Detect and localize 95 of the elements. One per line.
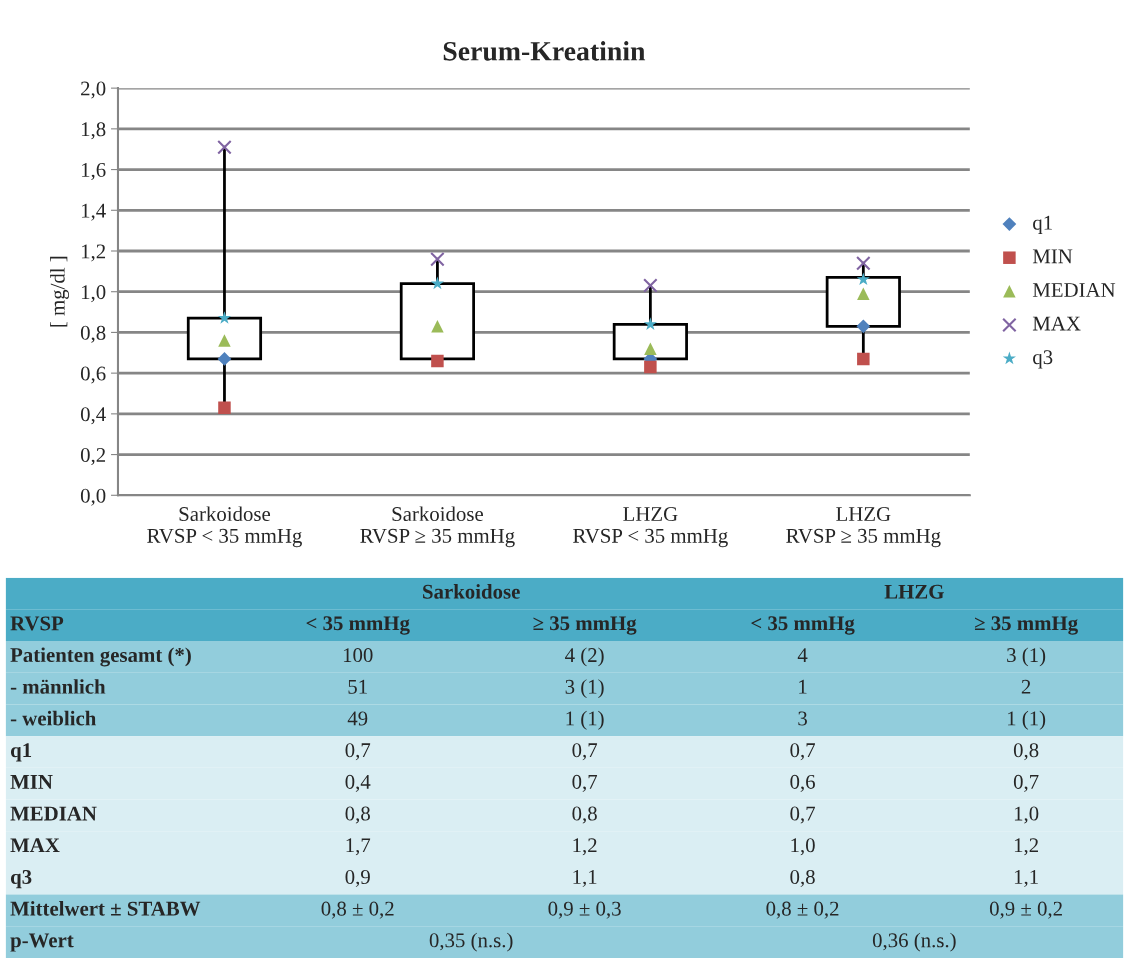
category-label: q1 — [10, 743, 32, 762]
x-tick-label: LHZG RVSP ≥ 35 mmHg — [786, 507, 941, 548]
y-tick-label: 0,8 — [80, 325, 106, 343]
y-tick-label: 0,6 — [80, 366, 106, 384]
text: 0,7 — [1013, 774, 1039, 792]
text: 3 — [798, 711, 807, 726]
legend-label: q1 — [1033, 215, 1052, 235]
point — [857, 287, 870, 300]
point — [218, 334, 231, 347]
point — [644, 342, 657, 355]
category-label: Patienten gesamt (*) — [10, 647, 191, 667]
y-tick-label: 0,2 — [80, 447, 106, 465]
category-label: - männlich — [10, 679, 106, 694]
category-label: MIN — [10, 775, 53, 789]
y-tick-label: 0,0 — [80, 488, 106, 506]
x-tick-label: LHZG RVSP < 35 mmHg — [573, 507, 728, 548]
y-tick-label: 0,4 — [80, 407, 106, 425]
y-tick-label: 1,8 — [81, 122, 106, 140]
legend-label: MEDIAN — [1032, 283, 1116, 297]
point — [644, 360, 657, 374]
category-label: p-Wert — [10, 933, 74, 952]
text: 1,1 — [1014, 870, 1038, 887]
legend-label: MIN — [1032, 249, 1073, 264]
text: 3 (1) — [1007, 647, 1046, 667]
text: 0,8 — [790, 869, 815, 887]
point — [643, 278, 658, 293]
text: 1 (1) — [1007, 710, 1046, 730]
x-tick-label: Sarkoidose RVSP ≥ 35 mmHg — [360, 506, 515, 548]
text: 0,36 (n.s.) — [872, 932, 956, 952]
y-tick-label: 1,4 — [81, 203, 106, 221]
text: LHZG — [884, 584, 944, 599]
y-tick-label: 1,2 — [81, 244, 106, 262]
text: 100 — [343, 648, 373, 663]
text: Sarkoidose — [423, 584, 520, 599]
category-label: RVSP — [10, 616, 64, 631]
y-tick-label: 2,0 — [81, 81, 106, 99]
point — [643, 317, 657, 330]
text: 1,0 — [791, 838, 815, 856]
text: 0,7 — [790, 806, 815, 824]
text: 0,8 — [345, 806, 370, 824]
text: 0,8 ± 0,2 — [321, 901, 394, 919]
text: 51 — [348, 679, 367, 694]
category-label: MEDIAN — [10, 806, 97, 821]
point — [217, 311, 232, 324]
text: 1 (1) — [566, 710, 604, 730]
text: 1,2 — [1014, 838, 1038, 856]
x-tick-label: Sarkoidose RVSP < 35 mmHg — [147, 506, 302, 548]
point — [431, 320, 444, 333]
text: 0,6 — [790, 774, 815, 792]
category-label: q3 — [10, 869, 32, 889]
point — [856, 272, 870, 286]
text: 3 (1) — [565, 679, 604, 699]
point — [217, 352, 232, 366]
category-label: ≥ 35 mmHg — [974, 616, 1078, 635]
text: 0,7 — [572, 743, 598, 761]
text: 4 (2) — [565, 647, 604, 667]
text: 0,7 — [572, 774, 598, 792]
text: 1,0 — [1014, 806, 1039, 824]
category-label: - weiblich — [10, 710, 97, 726]
text: 49 — [347, 711, 368, 726]
text: 2 — [1021, 679, 1031, 694]
text: 0,9 — [345, 869, 370, 887]
point — [857, 352, 870, 366]
text: 0,8 — [1013, 743, 1039, 761]
category-label: MAX — [10, 838, 60, 853]
y-axis-title: [ mg/dl ] — [50, 256, 70, 327]
category-label: ≥ 35 mmHg — [533, 616, 637, 635]
y-tick-label: 1,6 — [81, 163, 106, 180]
point — [218, 401, 231, 414]
point — [856, 255, 871, 271]
text: 0,9 ± 0,2 — [989, 901, 1062, 919]
point — [431, 354, 444, 368]
point — [217, 139, 232, 155]
chart-title: Serum-Kreatinin — [443, 41, 646, 61]
category-label: Mittelwert ± STABW — [10, 901, 201, 916]
text: 4 — [797, 648, 808, 662]
point — [430, 251, 445, 267]
text: 0,9 ± 0,3 — [548, 901, 621, 919]
legend-label: MAX — [1032, 316, 1081, 331]
text: 1,1 — [573, 870, 597, 887]
text: 0,35 (n.s.) — [429, 932, 513, 952]
category-label: < 35 mmHg — [751, 616, 855, 635]
text: 0,8 — [572, 806, 597, 824]
text: 0,7 — [790, 743, 815, 761]
text: 0,4 — [345, 774, 371, 792]
point — [856, 319, 871, 334]
text: 1,7 — [346, 838, 371, 856]
y-tick-label: 1,0 — [81, 285, 106, 303]
point — [430, 276, 445, 290]
category-label: < 35 mmHg — [306, 616, 410, 635]
text: 0,7 — [345, 743, 371, 761]
text: 1,2 — [573, 838, 597, 856]
text: 1 — [799, 679, 807, 694]
text: 0,8 ± 0,2 — [766, 901, 839, 919]
legend-label: q3 — [1033, 350, 1053, 369]
